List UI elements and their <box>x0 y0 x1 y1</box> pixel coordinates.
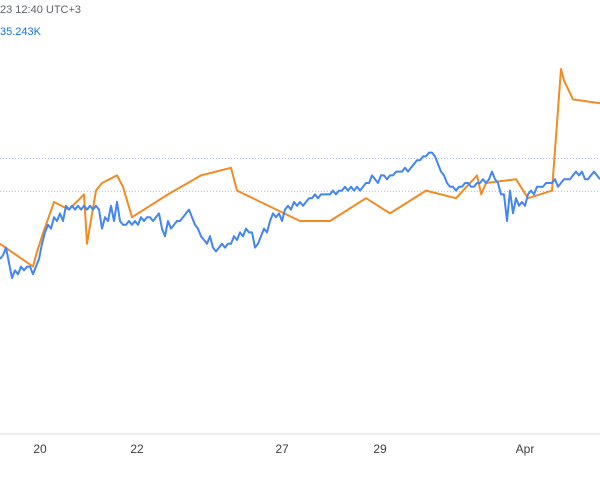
series-layer <box>0 68 600 279</box>
timestamp-label: 23 12:40 UTC+3 <box>0 4 82 16</box>
series-line-1 <box>0 68 600 268</box>
x-tick-3: 29 <box>373 442 387 456</box>
x-tick-4: Apr <box>516 442 535 456</box>
series-line-0 <box>0 151 600 279</box>
value-label: 35.243K <box>0 26 41 38</box>
x-tick-1: 22 <box>130 442 144 456</box>
x-tick-labels: 20 22 27 29 Apr <box>33 442 534 456</box>
x-tick-2: 27 <box>275 442 289 456</box>
reference-lines <box>0 158 600 192</box>
x-tick-0: 20 <box>33 442 47 456</box>
